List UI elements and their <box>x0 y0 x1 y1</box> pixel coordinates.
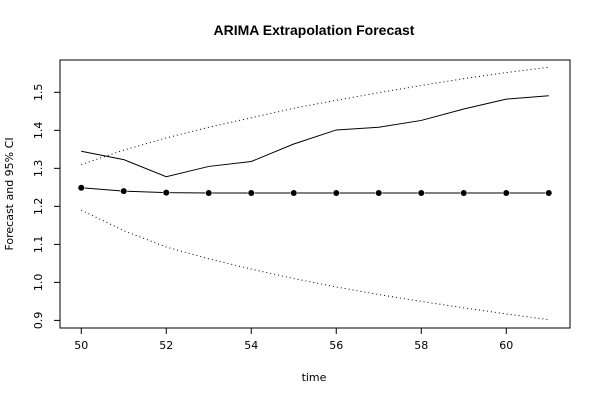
y-tick-label: 1.0 <box>32 274 45 292</box>
x-tick-label: 60 <box>499 339 513 352</box>
series-line-2 <box>81 187 549 194</box>
y-tick-label: 1.5 <box>32 84 45 102</box>
data-point <box>120 188 127 195</box>
x-axis-label: time <box>302 371 327 384</box>
x-tick-label: 56 <box>329 339 343 352</box>
y-tick-label: 0.9 <box>32 312 45 330</box>
data-point <box>418 190 425 197</box>
data-point <box>503 190 510 197</box>
x-tick-label: 52 <box>159 339 173 352</box>
y-tick-label: 1.4 <box>32 122 45 140</box>
data-point <box>78 184 85 191</box>
chart-title: ARIMA Extrapolation Forecast <box>214 22 415 38</box>
data-point <box>460 190 467 197</box>
data-point <box>163 189 170 196</box>
data-point <box>545 190 552 197</box>
y-tick-label: 1.3 <box>32 160 45 178</box>
data-point <box>290 190 297 197</box>
series-line-3 <box>81 66 549 166</box>
x-tick-label: 58 <box>414 339 428 352</box>
x-axis: 50 52 54 56 58 60 <box>74 328 513 352</box>
data-point <box>248 190 255 197</box>
plot-frame <box>59 59 571 329</box>
data-point <box>333 190 340 197</box>
y-axis: 0.9 1.0 1.1 1.2 1.3 1.4 1.5 <box>32 84 60 330</box>
x-tick-label: 54 <box>244 339 258 352</box>
x-tick-label: 50 <box>74 339 88 352</box>
y-tick-label: 1.2 <box>32 198 45 216</box>
y-tick-label: 1.1 <box>32 236 45 254</box>
series-line-1 <box>81 95 549 178</box>
y-axis-label: Forecast and 95% CI <box>3 137 16 250</box>
series-layer <box>77 66 553 321</box>
data-point <box>205 190 212 197</box>
data-point <box>375 190 382 197</box>
series-line-4 <box>81 209 549 321</box>
